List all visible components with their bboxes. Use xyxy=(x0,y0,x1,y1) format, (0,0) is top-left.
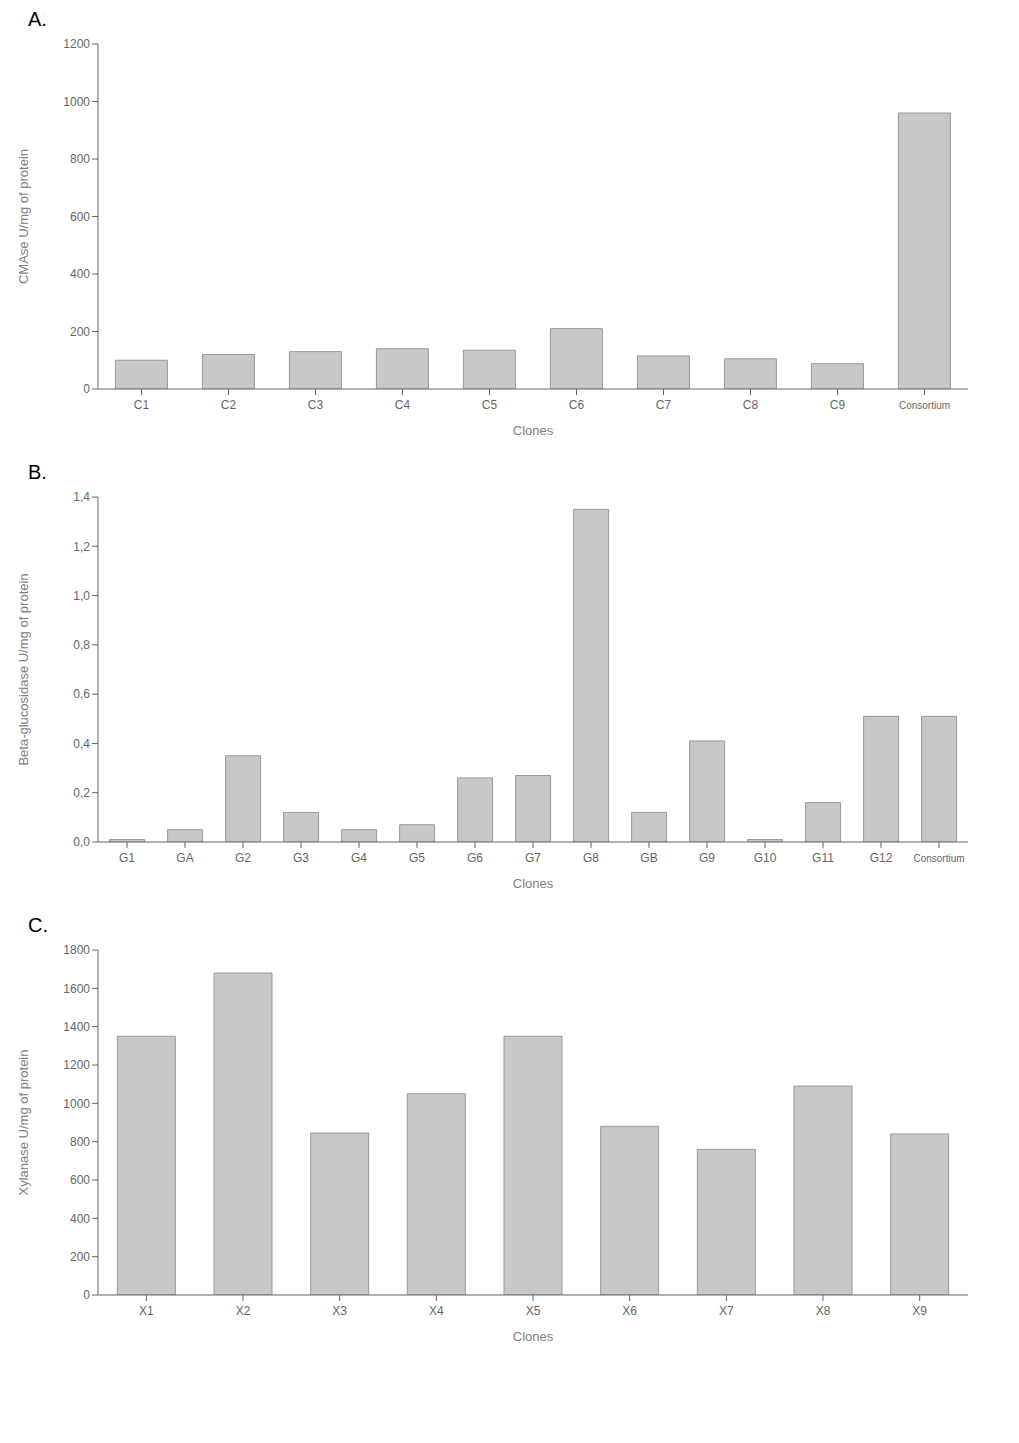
svg-text:X8: X8 xyxy=(816,1304,831,1318)
svg-text:200: 200 xyxy=(70,1250,90,1264)
svg-text:G8: G8 xyxy=(583,851,599,865)
svg-text:C6: C6 xyxy=(569,398,585,412)
svg-text:600: 600 xyxy=(70,1173,90,1187)
svg-text:800: 800 xyxy=(70,1135,90,1149)
svg-text:C2: C2 xyxy=(221,398,237,412)
svg-text:1200: 1200 xyxy=(63,1058,90,1072)
svg-text:Clones: Clones xyxy=(513,423,554,438)
svg-text:G1: G1 xyxy=(119,851,135,865)
svg-text:C3: C3 xyxy=(308,398,324,412)
svg-text:1200: 1200 xyxy=(63,37,90,51)
svg-text:Beta-glucosidase U/mg of prote: Beta-glucosidase U/mg of protein xyxy=(16,573,31,765)
svg-text:Consortium: Consortium xyxy=(899,400,950,411)
svg-text:CMAse U/mg of protein: CMAse U/mg of protein xyxy=(16,149,31,284)
html-text:A.: A. xyxy=(28,8,47,30)
svg-text:1,0: 1,0 xyxy=(73,589,90,603)
svg-text:X3: X3 xyxy=(332,1304,347,1318)
svg-text:600: 600 xyxy=(70,210,90,224)
svg-text:1000: 1000 xyxy=(63,1097,90,1111)
svg-text:1,2: 1,2 xyxy=(73,540,90,554)
svg-text:G11: G11 xyxy=(812,851,834,865)
svg-text:G5: G5 xyxy=(409,851,425,865)
html-text:B.: B. xyxy=(28,461,47,483)
svg-text:X9: X9 xyxy=(912,1304,927,1318)
svg-text:GB: GB xyxy=(640,851,657,865)
svg-text:1000: 1000 xyxy=(63,95,90,109)
svg-text:X5: X5 xyxy=(526,1304,541,1318)
svg-text:G3: G3 xyxy=(293,851,309,865)
svg-text:200: 200 xyxy=(70,325,90,339)
svg-text:Xylanase U/mg of protein: Xylanase U/mg of protein xyxy=(16,1050,31,1196)
svg-text:X7: X7 xyxy=(719,1304,734,1318)
svg-text:1,4: 1,4 xyxy=(73,490,90,504)
svg-text:0: 0 xyxy=(83,1288,90,1302)
svg-text:G12: G12 xyxy=(870,851,893,865)
svg-text:X4: X4 xyxy=(429,1304,444,1318)
svg-text:0,4: 0,4 xyxy=(73,737,90,751)
svg-text:G10: G10 xyxy=(754,851,777,865)
html-text:C.: C. xyxy=(28,914,48,936)
svg-text:0,8: 0,8 xyxy=(73,638,90,652)
svg-text:1400: 1400 xyxy=(63,1020,90,1034)
svg-text:0,2: 0,2 xyxy=(73,786,90,800)
svg-text:C8: C8 xyxy=(743,398,759,412)
svg-text:G4: G4 xyxy=(351,851,367,865)
svg-text:G9: G9 xyxy=(699,851,715,865)
svg-text:C9: C9 xyxy=(830,398,846,412)
svg-text:C1: C1 xyxy=(134,398,150,412)
svg-text:0,6: 0,6 xyxy=(73,687,90,701)
svg-text:G7: G7 xyxy=(525,851,541,865)
svg-text:Clones: Clones xyxy=(513,876,554,891)
svg-text:GA: GA xyxy=(176,851,193,865)
svg-text:1800: 1800 xyxy=(63,943,90,957)
svg-text:1600: 1600 xyxy=(63,982,90,996)
svg-text:0: 0 xyxy=(83,382,90,396)
svg-text:0,0: 0,0 xyxy=(73,835,90,849)
svg-text:G2: G2 xyxy=(235,851,251,865)
svg-text:X1: X1 xyxy=(139,1304,154,1318)
svg-text:Consortium: Consortium xyxy=(913,853,964,864)
svg-text:X6: X6 xyxy=(622,1304,637,1318)
svg-text:C5: C5 xyxy=(482,398,498,412)
svg-text:800: 800 xyxy=(70,152,90,166)
svg-text:X2: X2 xyxy=(236,1304,251,1318)
svg-text:G6: G6 xyxy=(467,851,483,865)
svg-text:400: 400 xyxy=(70,267,90,281)
svg-text:C7: C7 xyxy=(656,398,672,412)
svg-text:Clones: Clones xyxy=(513,1329,554,1344)
svg-text:C4: C4 xyxy=(395,398,411,412)
svg-text:400: 400 xyxy=(70,1212,90,1226)
